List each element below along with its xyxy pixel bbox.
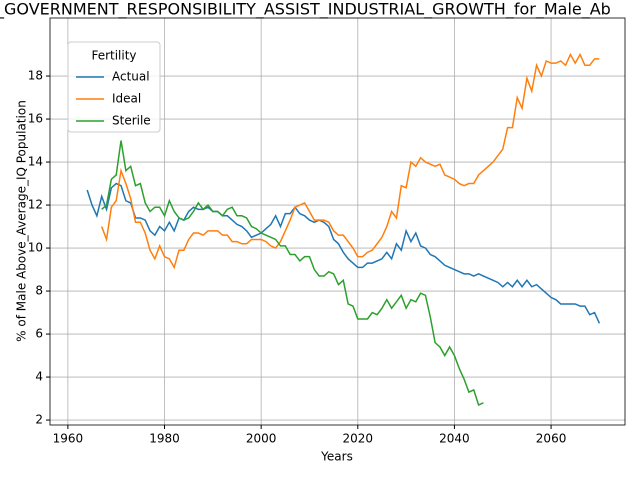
y-axis-label: % of Male Above_Average_IQ Population — [15, 100, 29, 342]
x-tick-label: 2000 — [246, 432, 277, 446]
line — [86, 182, 601, 324]
line — [101, 140, 484, 407]
y-tick-label: 10 — [28, 241, 43, 255]
legend-label: Ideal — [112, 92, 141, 106]
y-tick-label: 18 — [28, 69, 43, 83]
x-tick-label: 2020 — [343, 432, 374, 446]
y-tick-label: 2 — [35, 413, 43, 427]
plot-frame — [49, 17, 626, 426]
legend-box — [67, 41, 161, 133]
y-tick-label: 12 — [28, 198, 43, 212]
y-tick-label: 14 — [28, 155, 43, 169]
x-axis-label: Years — [320, 450, 353, 464]
legend-label: Actual — [112, 70, 150, 84]
y-tick-label: 4 — [35, 370, 43, 384]
x-tick-label: 1980 — [149, 432, 180, 446]
x-tick-label: 2060 — [536, 432, 567, 446]
x-tick-label: 2040 — [439, 432, 470, 446]
y-tick-label: 16 — [28, 112, 43, 126]
x-tick-label: 1960 — [53, 432, 84, 446]
y-tick-label: 6 — [35, 327, 43, 341]
legend-title: Fertility — [91, 49, 136, 63]
line — [100, 52, 600, 270]
chart-title: _GOVERNMENT_RESPONSIBILITY_ASSIST_INDUST… — [0, 0, 611, 20]
y-tick-label: 8 — [35, 284, 43, 298]
legend-label: Sterile — [112, 114, 151, 128]
